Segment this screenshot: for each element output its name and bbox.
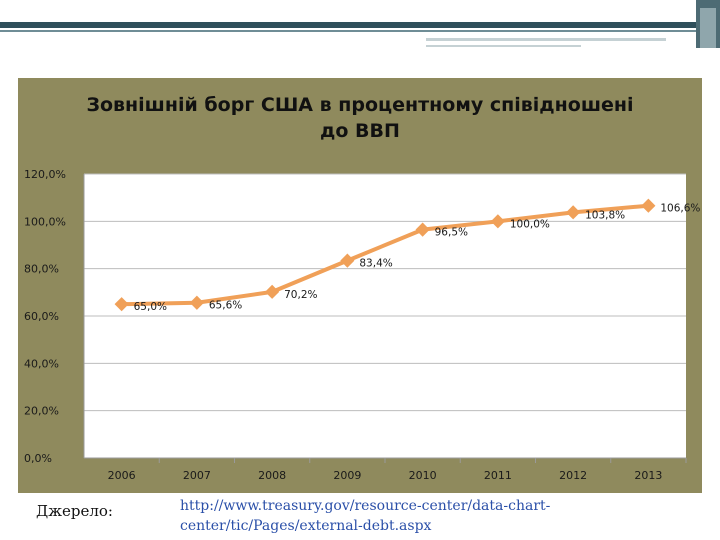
- slide-accent-line-short: [426, 45, 581, 47]
- data-label: 103,8%: [585, 209, 625, 221]
- y-tick-label: 60,0%: [24, 310, 59, 323]
- x-tick-label: 2013: [634, 469, 662, 482]
- source-link-line1[interactable]: http://www.treasury.gov/resource-center/…: [180, 498, 551, 514]
- y-tick-label: 120,0%: [24, 168, 66, 181]
- x-tick-label: 2006: [108, 469, 136, 482]
- x-tick-label: 2012: [559, 469, 587, 482]
- data-label: 65,6%: [209, 300, 242, 312]
- y-tick-label: 0,0%: [24, 452, 52, 465]
- data-label: 65,0%: [134, 301, 167, 313]
- slide-top-band: [0, 0, 720, 26]
- source-link-line2[interactable]: center/tic/Pages/external-debt.aspx: [180, 518, 432, 534]
- y-tick-label: 80,0%: [24, 263, 59, 276]
- y-tick-label: 20,0%: [24, 405, 59, 418]
- data-point: [114, 297, 129, 312]
- slide-top-line: [0, 30, 720, 32]
- data-label: 106,6%: [660, 203, 700, 215]
- x-tick-label: 2010: [409, 469, 437, 482]
- slide-top-stripe: [0, 22, 720, 28]
- x-tick-label: 2007: [183, 469, 211, 482]
- y-tick-label: 100,0%: [24, 215, 66, 228]
- data-label: 70,2%: [284, 289, 317, 301]
- data-point: [641, 198, 656, 213]
- y-tick-label: 40,0%: [24, 357, 59, 370]
- data-point: [265, 284, 280, 299]
- data-point: [490, 214, 505, 229]
- x-tick-label: 2009: [333, 469, 361, 482]
- series-line: [119, 203, 651, 307]
- source-link[interactable]: http://www.treasury.gov/resource-center/…: [180, 496, 650, 536]
- x-tick-label: 2011: [484, 469, 512, 482]
- source-label: Джерело:: [36, 502, 113, 520]
- chart-title-line2: до ВВП: [320, 120, 400, 142]
- data-label: 83,4%: [359, 258, 392, 270]
- data-label: 100,0%: [510, 218, 550, 230]
- x-tick-label: 2008: [258, 469, 286, 482]
- data-point: [566, 205, 581, 220]
- data-point: [415, 222, 430, 237]
- chart-title: Зовнішній борг США в процентному співідн…: [0, 92, 720, 144]
- data-label: 96,5%: [435, 227, 468, 239]
- chart-title-line1: Зовнішній борг США в процентному співідн…: [86, 94, 634, 116]
- data-point: [189, 295, 204, 310]
- slide-accent-line: [426, 38, 666, 41]
- data-point: [340, 253, 355, 268]
- slide-corner-decoration-inner: [700, 8, 716, 48]
